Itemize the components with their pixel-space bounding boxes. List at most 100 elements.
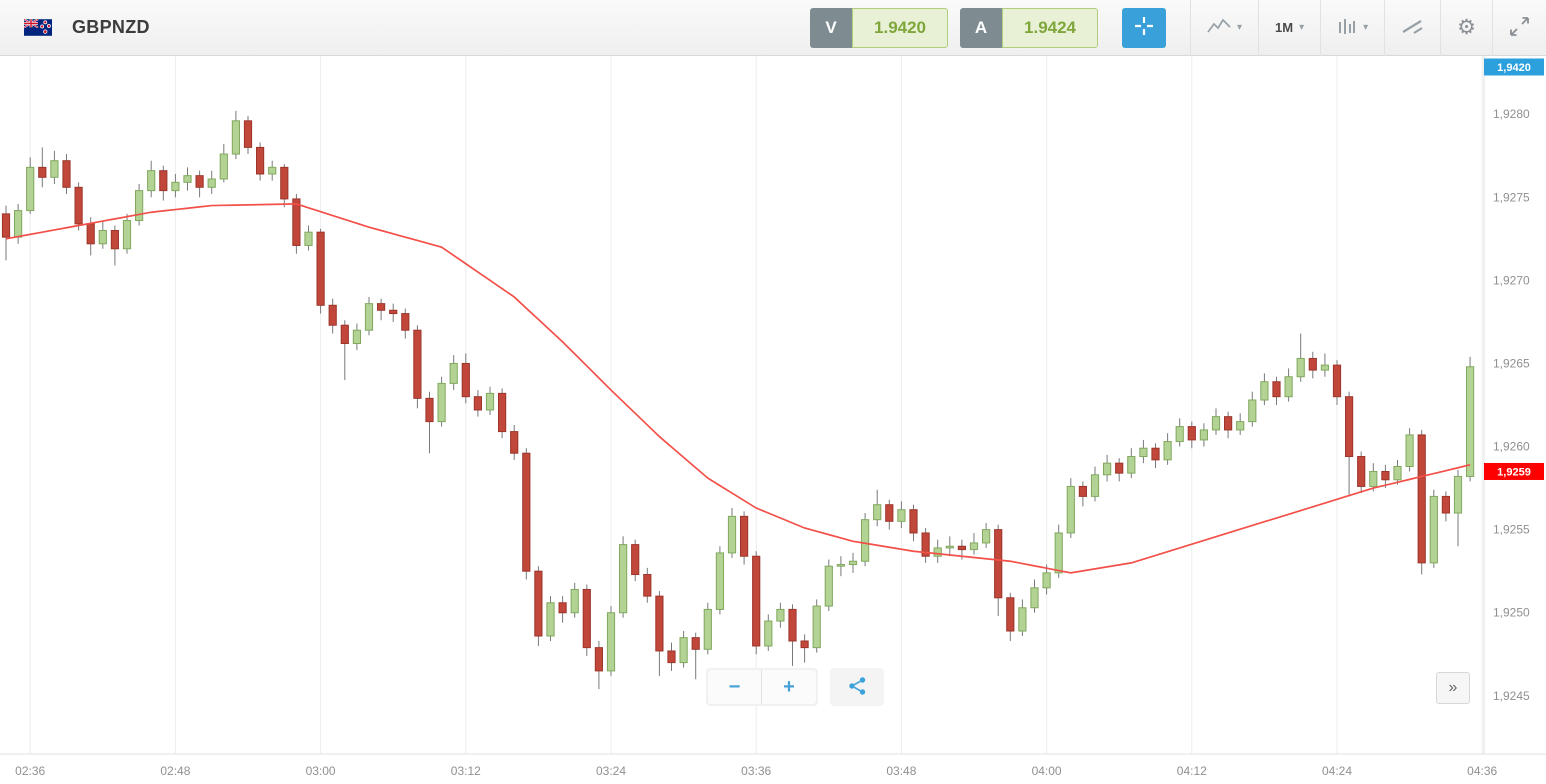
candle-body [292,198,301,246]
fullscreen-button[interactable] [1492,0,1546,56]
candle-body [1260,381,1269,401]
candle-body [1320,364,1330,371]
candle-body [437,382,446,423]
zoom-in-button[interactable]: + [762,670,816,704]
candle-body [135,190,144,222]
candle-body [848,560,858,566]
moving-average-line [5,203,1471,574]
y-axis-label: 1,9270 [1493,273,1530,287]
candle-body [1417,434,1426,564]
candle-body [195,175,204,188]
candle-body [485,392,495,411]
candle-body [98,230,107,245]
candle-body [340,324,349,345]
candle-body [703,608,712,650]
candle-body [14,210,23,238]
x-axis-label: 04:36 [1467,764,1497,778]
indicators-button[interactable]: ▾ [1320,0,1384,56]
candle-body [1066,485,1075,534]
sell-price: 1.9420 [852,7,949,48]
candle-body [1,213,11,238]
collapse-panel-button[interactable]: » [1436,672,1470,704]
zoom-out-button[interactable]: − [708,670,762,704]
x-axis-label: 03:00 [306,764,336,778]
chart-type-button[interactable]: ▾ [1190,0,1258,56]
candle-body [473,396,482,411]
candle-body [982,529,991,544]
price-chart[interactable]: 02:36 02:48 03:00 03:12 03:24 03:36 03:48 04:00… [0,56,1546,784]
candle-body [776,608,785,622]
candle-body [1139,447,1148,458]
candle-body [1248,399,1257,423]
candle-body [812,605,821,649]
candle-body [764,620,773,647]
crosshair-button[interactable] [1122,7,1167,48]
candle-body [1030,587,1039,609]
candle-body [243,120,253,148]
candle-body [969,542,979,551]
candle-body [667,650,676,664]
candle-body [994,529,1003,599]
candle-body [1163,441,1172,461]
candle-body [1272,381,1281,398]
buy-button[interactable]: A 1.9424 [960,7,1099,48]
settings-button[interactable]: ⚙ [1440,0,1492,56]
candle-body [1453,475,1463,514]
nz-flag-icon [24,19,52,36]
candle-body [1332,364,1342,398]
x-axis-label: 04:24 [1322,764,1352,778]
candle-body [1115,462,1124,474]
chart-tools: ▾ 1M ▾ ▾ [1190,0,1546,56]
candle-body [1175,426,1184,443]
candle-body [897,509,906,522]
candle-body [945,545,954,549]
candle-body [715,552,724,610]
share-button[interactable] [830,668,884,706]
candle-body [1211,416,1221,431]
x-axis-label: 04:00 [1032,764,1062,778]
candle-body [1429,495,1438,564]
candle-body [582,588,591,649]
candle-body [1357,456,1366,487]
candle-body [207,178,216,188]
candle-body [933,547,942,557]
candle-body [1199,429,1209,441]
candle-body [606,612,616,672]
y-axis-label: 1,9260 [1493,440,1530,454]
candle-body [352,329,361,345]
timeframe-button[interactable]: 1M ▾ [1258,0,1320,56]
candle-body [159,170,168,192]
candle-body [631,544,640,576]
candle-body [110,230,120,250]
candle-body [1224,416,1233,431]
candle-body [316,231,325,306]
x-axis-label: 02:36 [15,764,45,778]
candle-body [861,519,870,562]
candle-body [231,120,241,155]
candle-body [1345,396,1354,458]
gear-icon: ⚙ [1457,16,1476,39]
candle-body [1127,456,1136,474]
chevron-down-icon: ▾ [1299,22,1305,33]
candle-body [413,329,422,399]
candle-body [364,303,374,331]
candle-body [389,309,398,315]
candle-body [1405,434,1414,467]
candle-body [1018,607,1027,632]
candle-body [256,146,265,175]
candle-body [50,160,59,178]
candle-body [1308,357,1317,371]
candle-body [1466,366,1475,477]
bars-icon [1337,17,1357,39]
trend-lines-button[interactable] [1384,0,1440,56]
chevron-down-icon: ▾ [1363,22,1369,33]
candle-body [219,153,228,180]
candle-body [38,166,47,178]
instrument-symbol: GBPNZD [72,17,150,37]
sell-button[interactable]: V 1.9420 [810,7,949,48]
candle-body [280,166,289,200]
candle-body [824,565,833,607]
buy-price: 1.9424 [1002,7,1099,48]
candle-body [522,452,531,572]
chart-area: 02:36 02:48 03:00 03:12 03:24 03:36 03:48 04:00… [0,56,1546,784]
